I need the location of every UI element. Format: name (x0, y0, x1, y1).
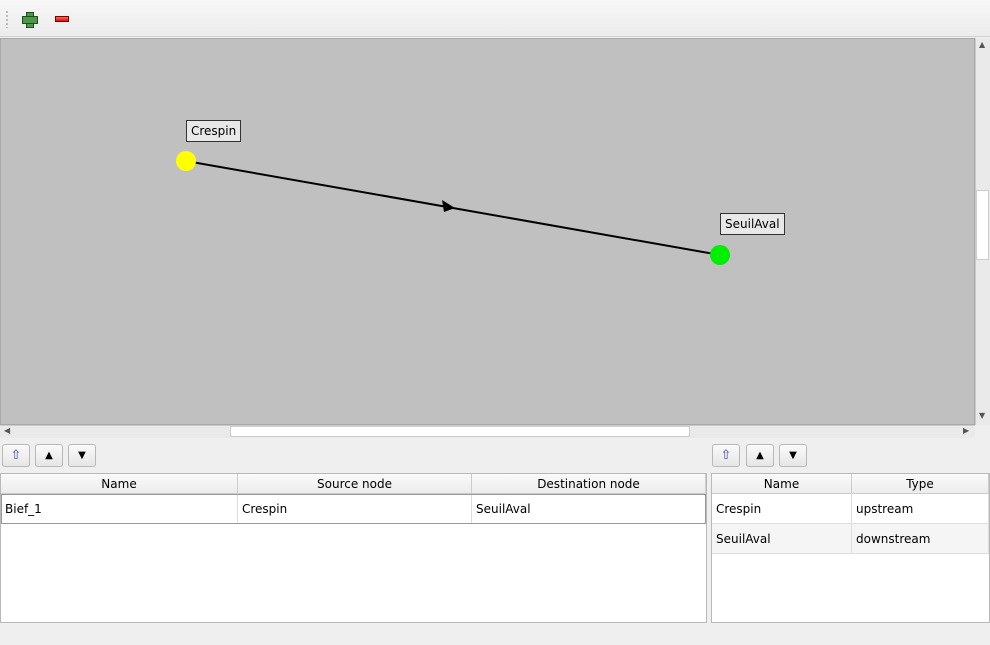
node-crespin[interactable] (176, 151, 196, 171)
minus-icon (55, 16, 69, 22)
node-seuilaval[interactable] (710, 245, 730, 265)
toolbar (0, 0, 990, 37)
sort-reaches-button[interactable]: ⇧ (2, 444, 30, 467)
move-down-node-button[interactable]: ▼ (779, 444, 807, 467)
cell-destination-node[interactable]: SeuilAval (472, 494, 706, 523)
nodes-table: Name Type Crespin upstream SeuilAval dow… (711, 473, 990, 623)
move-down-reach-button[interactable]: ▼ (68, 444, 96, 467)
edge-arrow-icon (442, 200, 455, 212)
table-row[interactable]: SeuilAval downstream (712, 524, 989, 554)
cell-type[interactable]: upstream (852, 494, 989, 523)
reaches-table: Name Source node Destination node Bief_1… (0, 473, 707, 623)
arrow-down-icon: ▼ (78, 450, 86, 461)
arrow-down-icon: ▼ (789, 450, 797, 461)
column-header-name[interactable]: Name (1, 474, 238, 493)
table-row[interactable]: Crespin upstream (712, 494, 989, 524)
arrow-up-icon: ▲ (756, 450, 764, 461)
sort-nodes-button[interactable]: ⇧ (712, 444, 740, 467)
remove-button[interactable] (51, 8, 73, 30)
cell-name[interactable]: Bief_1 (1, 494, 238, 523)
status-bar (0, 624, 990, 645)
table-row[interactable]: Bief_1 Crespin SeuilAval (1, 494, 706, 524)
arrow-up-icon: ▲ (45, 450, 53, 461)
cell-type[interactable]: downstream (852, 524, 989, 553)
column-header-name[interactable]: Name (712, 474, 852, 493)
toolbar-grip[interactable] (5, 10, 9, 28)
add-button[interactable] (18, 8, 40, 30)
cell-source-node[interactable]: Crespin (238, 494, 472, 523)
sort-icon: ⇧ (10, 448, 22, 463)
node-label-crespin: Crespin (186, 120, 242, 142)
graph-svg (176, 151, 730, 265)
plus-icon (22, 12, 38, 28)
move-up-reach-button[interactable]: ▲ (35, 444, 63, 467)
sort-icon: ⇧ (720, 448, 732, 463)
column-header-source-node[interactable]: Source node (238, 474, 472, 493)
cell-name[interactable]: Crespin (712, 494, 852, 523)
cell-name[interactable]: SeuilAval (712, 524, 852, 553)
column-header-destination-node[interactable]: Destination node (472, 474, 706, 493)
node-label-seuilaval: SeuilAval (720, 213, 785, 235)
column-header-type[interactable]: Type (852, 474, 989, 493)
horizontal-scroll-thumb[interactable] (230, 426, 690, 437)
vertical-scroll-thumb[interactable] (976, 190, 989, 260)
move-up-node-button[interactable]: ▲ (746, 444, 774, 467)
graph-canvas[interactable]: Crespin SeuilAval (0, 38, 975, 425)
